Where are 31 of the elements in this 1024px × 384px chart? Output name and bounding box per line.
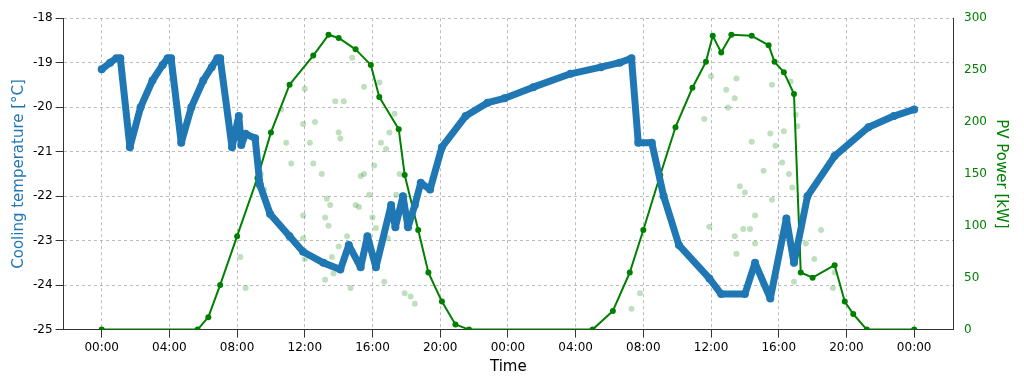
x-tick-label: 20:00 — [422, 339, 458, 354]
x-tick-label: 12:00 — [287, 339, 323, 354]
y-tick-label: -19 — [32, 54, 53, 69]
y-axis-title: Cooling temperature [°C] — [8, 79, 27, 269]
x-tick-label: 08:00 — [626, 339, 661, 354]
x-tick-label: 16:00 — [355, 339, 390, 354]
y2-tick-label: 100 — [964, 217, 987, 232]
x-tick-label: 16:00 — [761, 339, 797, 354]
x-tick-label: 00:00 — [896, 339, 932, 354]
y2-tick-label: 250 — [964, 62, 987, 77]
y-tick-label: -21 — [32, 143, 53, 158]
y-tick-label: -25 — [32, 321, 53, 336]
y2-axis-title: PV Power [kW] — [993, 119, 1012, 229]
x-tick-label: 20:00 — [829, 339, 864, 354]
y2-tick-label: 50 — [964, 269, 980, 284]
y2-tick-label: 200 — [964, 114, 987, 129]
x-tick-label: 04:00 — [558, 339, 593, 354]
y2-tick-label: 300 — [964, 10, 987, 25]
x-tick-label: 00:00 — [84, 339, 119, 354]
x-tick-label: 00:00 — [490, 339, 526, 354]
x-tick-label: 12:00 — [693, 339, 729, 354]
x-axis-title: Time — [488, 356, 527, 375]
y-tick-label: -18 — [32, 10, 53, 25]
y-tick-label: -20 — [32, 99, 53, 114]
x-tick-label: 08:00 — [219, 339, 255, 354]
y-tick-label: -23 — [32, 232, 53, 247]
y2-tick-label: 150 — [964, 166, 987, 181]
y2-tick-label: 0 — [964, 321, 972, 336]
x-tick-label: 04:00 — [152, 339, 187, 354]
y-tick-label: -22 — [32, 188, 53, 203]
y-tick-label: -24 — [32, 277, 53, 292]
